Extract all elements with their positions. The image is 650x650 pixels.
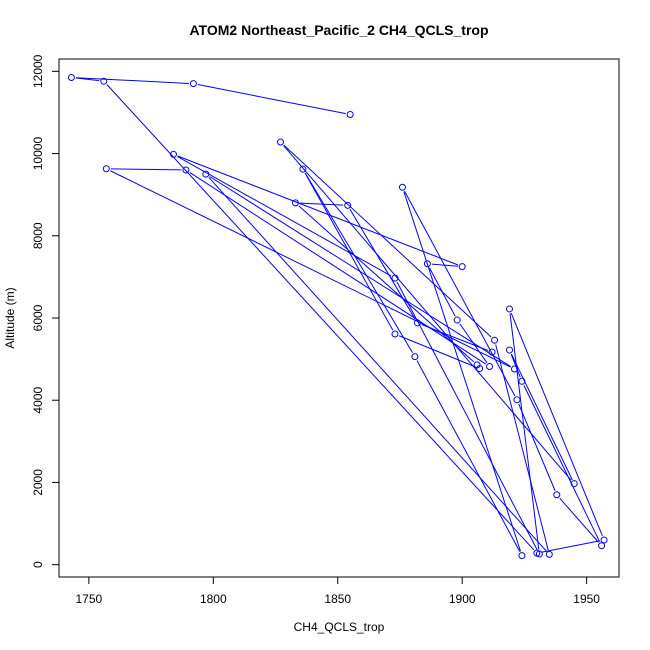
data-point [102,165,110,173]
series-line-segment [283,144,492,338]
series-line-segment [349,208,416,320]
x-tick-label: 1800 [200,592,227,606]
data-point [510,365,518,373]
data-point [67,74,75,81]
series-line-segment [110,170,511,368]
data-point [277,138,285,146]
y-axis-label: Altitude (m) [3,287,17,348]
data-point [346,111,354,118]
series-line-segment [511,353,573,480]
data-point [505,346,513,354]
series-line-segment [523,385,601,542]
x-axis-label: CH4_QCLS_trop [294,620,385,634]
data-point [553,491,561,499]
series-line-segment [559,497,599,543]
x-tick-label: 1850 [324,592,351,606]
data-point [413,319,421,327]
series-line-segment [304,172,394,331]
series-line-segment [416,360,521,552]
series-line-segment [299,202,344,206]
series-line-segment [75,77,100,82]
series-line-segment [403,191,522,552]
data-point [391,330,399,338]
y-tick-label: 0 [31,561,45,568]
data-point [299,165,307,173]
series-line-segment [283,145,572,481]
data-point [473,361,481,369]
series-line-segment [421,324,489,351]
data-point [100,77,108,85]
chart-title: ATOM2 Northeast_Pacific_2 CH4_QCLS_trop [189,22,488,38]
data-point [398,183,406,191]
data-point [202,170,210,178]
data-point [344,201,352,209]
data-point [453,316,461,324]
data-point [488,348,496,356]
data-point [182,166,190,174]
data-point [423,260,431,268]
series-line-segment [304,172,414,354]
data-point [291,199,299,207]
data-point [189,80,197,88]
data-point [486,363,494,371]
x-axis: 1750 1800 1850 1900 1950 [76,577,600,606]
series-line-segment [510,354,521,378]
x-tick-label: 1950 [573,592,600,606]
data-point [411,353,419,361]
y-tick-label: 4000 [31,387,45,414]
series-line-segment [298,205,475,363]
y-tick-label: 8000 [31,222,45,249]
y-tick-label: 6000 [31,304,45,331]
series-line-segment [541,540,600,553]
y-tick-label: 2000 [31,469,45,496]
series-line-segment [189,172,487,365]
x-tick-label: 1900 [449,592,476,606]
series-line-segment [518,403,556,491]
data-point [535,550,543,558]
series-line-segment [208,177,547,552]
series-line-segment [398,335,476,368]
data-point [391,274,399,282]
series-line-segment [106,84,535,551]
data-point [598,542,606,550]
series-line-segment [495,344,549,551]
data-point [518,552,526,560]
series-line-segment [110,168,182,171]
data-point [169,150,177,158]
y-axis: 0 2000 4000 6000 8000 10000 12000 [31,54,59,568]
y-tick-label: 10000 [31,137,45,171]
series-line-segment [404,190,516,397]
data-point [518,377,526,385]
data-point [513,396,521,404]
data-point [600,536,608,544]
series-line-segment [177,155,459,266]
data-point [570,480,578,488]
series-layer [67,74,608,560]
data-point [458,263,466,271]
series-line-segment [510,312,603,537]
series-line-segment [509,313,540,550]
x-tick-label: 1750 [76,592,103,606]
series-line-segment [396,281,538,551]
data-point [505,305,513,313]
series-line-segment [75,77,189,84]
series-line-segment [177,156,392,277]
data-point [491,336,499,344]
data-point [545,550,553,558]
series-line-segment [197,84,346,115]
y-tick-label: 12000 [31,54,45,88]
